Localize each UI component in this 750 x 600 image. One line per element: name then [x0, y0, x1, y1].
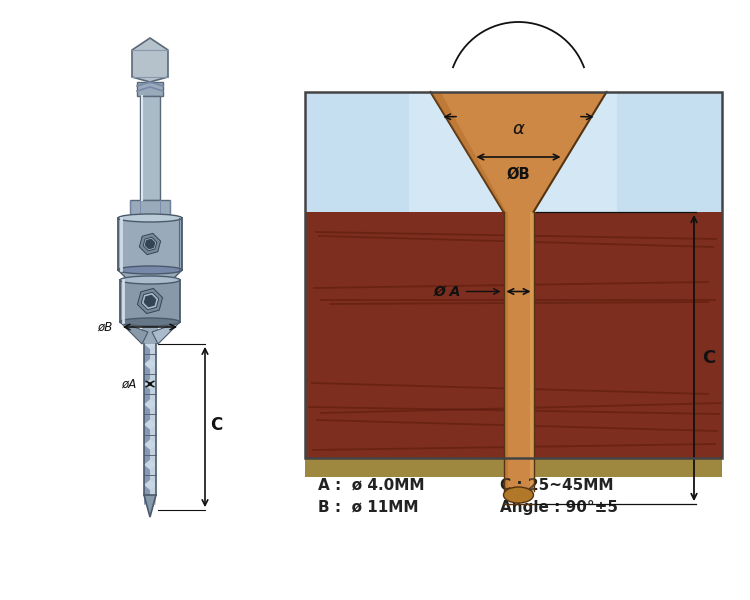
Polygon shape [152, 322, 180, 344]
Bar [305, 458, 722, 477]
Polygon shape [150, 404, 156, 425]
Bar [142, 322, 158, 344]
Ellipse shape [118, 266, 182, 274]
Polygon shape [144, 384, 150, 404]
Polygon shape [144, 364, 150, 384]
Text: B :  ø 11MM: B : ø 11MM [318, 500, 419, 515]
Bar [503, 212, 533, 491]
Polygon shape [120, 322, 148, 344]
Bar [140, 96, 160, 200]
Polygon shape [146, 239, 154, 249]
Bar [305, 212, 722, 477]
Text: øB: øB [97, 320, 112, 334]
Polygon shape [150, 465, 156, 485]
Ellipse shape [120, 276, 180, 284]
Ellipse shape [118, 214, 182, 222]
Bar [130, 200, 170, 218]
Polygon shape [144, 485, 150, 505]
Polygon shape [140, 233, 160, 254]
Polygon shape [118, 270, 182, 280]
Polygon shape [132, 38, 168, 82]
Polygon shape [150, 425, 156, 445]
Ellipse shape [503, 487, 533, 503]
Bar [409, 92, 617, 212]
Polygon shape [144, 344, 150, 364]
Bar [305, 92, 722, 458]
Polygon shape [150, 485, 156, 505]
Text: C: C [702, 349, 715, 367]
Bar [120, 280, 180, 322]
Text: C : 25~45MM: C : 25~45MM [500, 478, 613, 493]
Polygon shape [144, 495, 156, 517]
Polygon shape [144, 425, 150, 445]
Polygon shape [530, 212, 533, 491]
Text: α: α [512, 120, 524, 138]
Text: Angle : 90°±5: Angle : 90°±5 [500, 500, 618, 515]
Text: A :  ø 4.0MM: A : ø 4.0MM [318, 478, 424, 493]
Polygon shape [150, 445, 156, 465]
Polygon shape [430, 92, 506, 212]
Polygon shape [144, 445, 150, 465]
Polygon shape [150, 344, 156, 364]
Ellipse shape [120, 318, 180, 326]
Bar [144, 344, 156, 505]
Text: C: C [210, 415, 222, 433]
Polygon shape [137, 289, 163, 314]
Polygon shape [150, 364, 156, 384]
Polygon shape [144, 295, 156, 307]
Polygon shape [150, 384, 156, 404]
Text: ØB: ØB [507, 167, 530, 182]
Polygon shape [144, 404, 150, 425]
Polygon shape [503, 212, 508, 491]
Bar [305, 92, 722, 212]
Polygon shape [430, 92, 607, 212]
Bar [118, 218, 182, 270]
Polygon shape [141, 292, 159, 310]
Polygon shape [144, 465, 150, 485]
Polygon shape [143, 237, 157, 251]
Text: Ø A: Ø A [433, 284, 460, 298]
Text: øA: øA [121, 377, 136, 391]
Bar [137, 82, 163, 96]
